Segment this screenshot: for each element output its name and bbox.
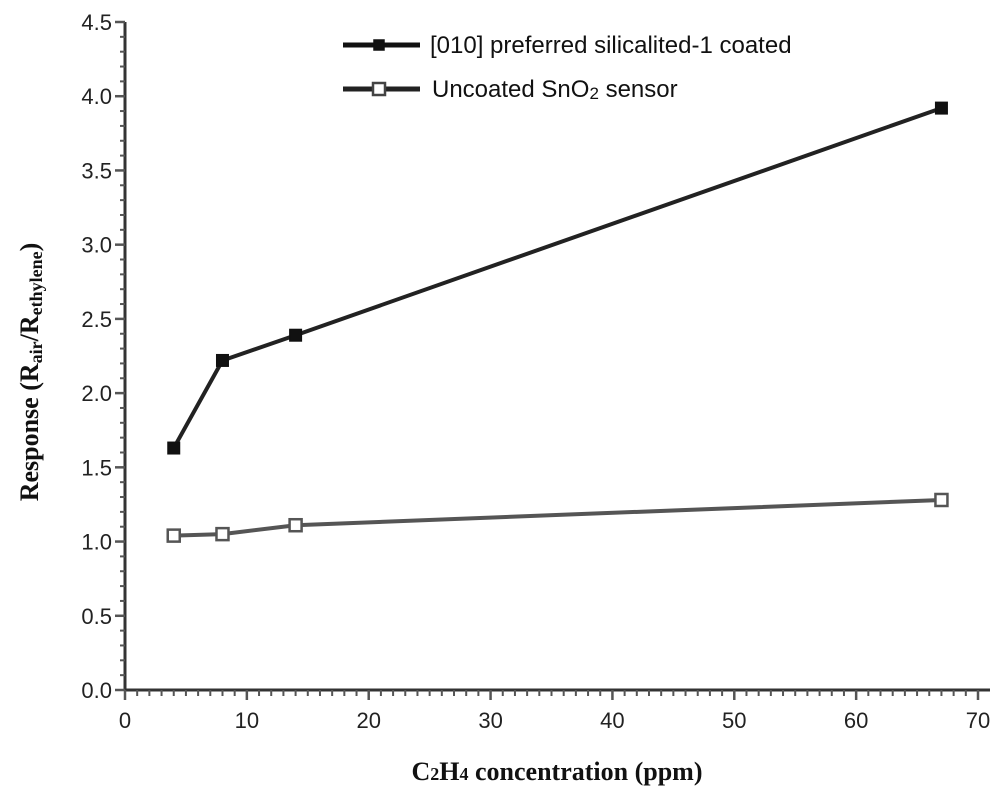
y-tick-label: 3.5	[81, 158, 112, 183]
legend-marker-coated	[373, 39, 385, 51]
legend-marker-uncoated	[371, 81, 387, 97]
x-tick-label: 10	[235, 708, 259, 733]
data-point-uncoated	[215, 526, 230, 542]
y-tick-label: 2.5	[81, 307, 112, 332]
y-tick-label: 4.5	[81, 10, 112, 35]
data-point-uncoated	[934, 492, 949, 508]
y-tick-label: 4.0	[81, 84, 112, 109]
legend-label-uncoated-sub: 2	[589, 84, 598, 103]
data-point-coated	[934, 101, 948, 115]
x-tick-label: 70	[966, 708, 990, 733]
axis-ticks	[115, 20, 980, 700]
data-point-coated	[215, 353, 229, 367]
y-tick-label: 0.0	[81, 678, 112, 703]
y-tick-label: 2.0	[81, 381, 112, 406]
series-lines	[171, 106, 943, 538]
data-point-uncoated	[288, 517, 303, 533]
data-point-uncoated	[166, 528, 181, 543]
x-tick-label: 40	[600, 708, 624, 733]
y-tick-label: 1.5	[81, 455, 112, 480]
x-tick-label: 50	[722, 708, 746, 733]
x-tick-label: 60	[844, 708, 868, 733]
legend: [010] preferred silicalited-1 coated Unc…	[343, 32, 792, 103]
data-point-coated	[167, 441, 181, 455]
legend-label-uncoated: Uncoated SnO2 sensor	[432, 76, 678, 103]
legend-label-coated: [010] preferred silicalited-1 coated	[430, 32, 792, 59]
y-tick-labels: 0.0 0.5 1.0 1.5 2.0 2.5 3.0 3.5 4.0 4.5	[81, 10, 112, 703]
y-tick-label: 1.0	[81, 530, 112, 555]
x-tick-labels: 0 10 20 30 40 50 60 70	[119, 708, 990, 733]
series-line-coated	[171, 106, 943, 450]
series-markers	[166, 101, 949, 543]
x-tick-label: 20	[356, 708, 380, 733]
x-axis-title: C2H4 concentration (ppm)	[412, 757, 703, 786]
y-tick-label: 0.5	[81, 604, 112, 629]
y-tick-label: 3.0	[81, 233, 112, 258]
series-line-uncoated	[173, 497, 942, 538]
y-axis-title: Response (Rair/Rethylene)	[15, 243, 46, 502]
data-point-coated	[289, 328, 303, 342]
x-tick-label: 0	[119, 708, 131, 733]
x-tick-label: 30	[478, 708, 502, 733]
